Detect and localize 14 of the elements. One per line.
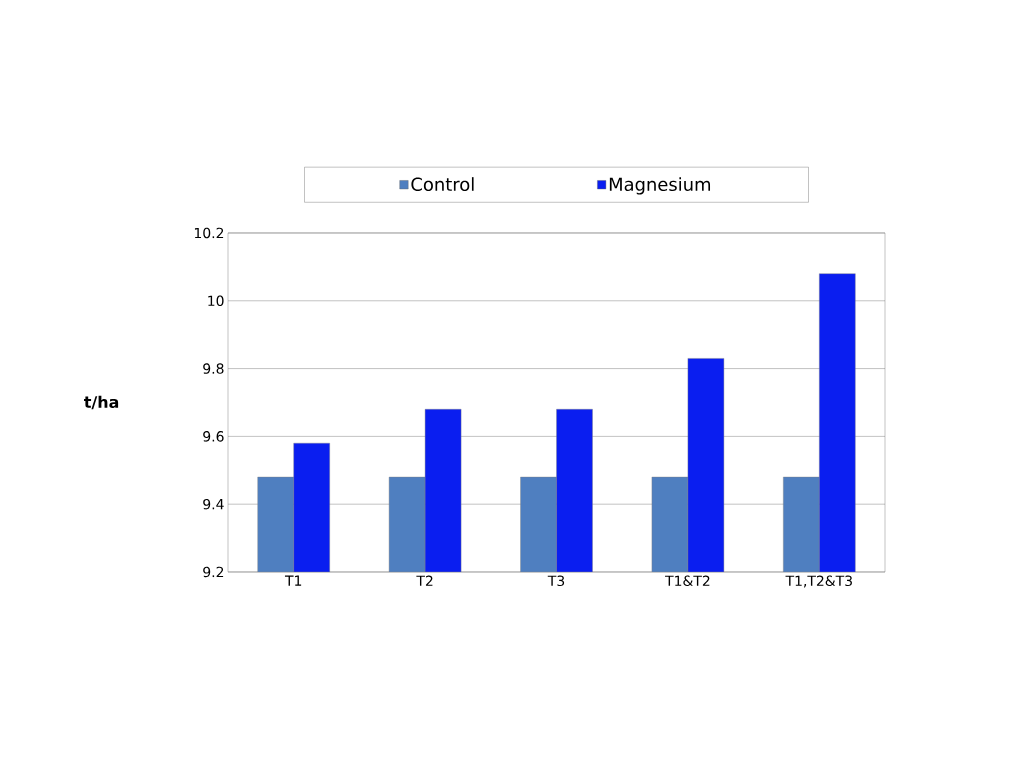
y-axis-title: t/ha bbox=[84, 395, 119, 410]
y-tick-label: 10 bbox=[208, 295, 224, 307]
y-tick-label: 9.6 bbox=[203, 431, 224, 442]
legend-label: Control bbox=[411, 177, 474, 192]
x-tick-label: T1 bbox=[284, 575, 302, 586]
x-tick-label: T1,T2&T3 bbox=[785, 575, 852, 588]
y-tick-label: 9.2 bbox=[203, 566, 224, 578]
legend-label: Magnesium bbox=[609, 177, 711, 195]
x-tick-label: T2 bbox=[416, 575, 433, 586]
y-tick-label: 9.4 bbox=[203, 498, 224, 510]
y-tick-label: 9.8 bbox=[203, 363, 224, 374]
y-tick-label: 10.2 bbox=[194, 227, 224, 239]
x-tick-label: T3 bbox=[547, 575, 565, 587]
x-tick-label: T1&T2 bbox=[665, 575, 710, 587]
